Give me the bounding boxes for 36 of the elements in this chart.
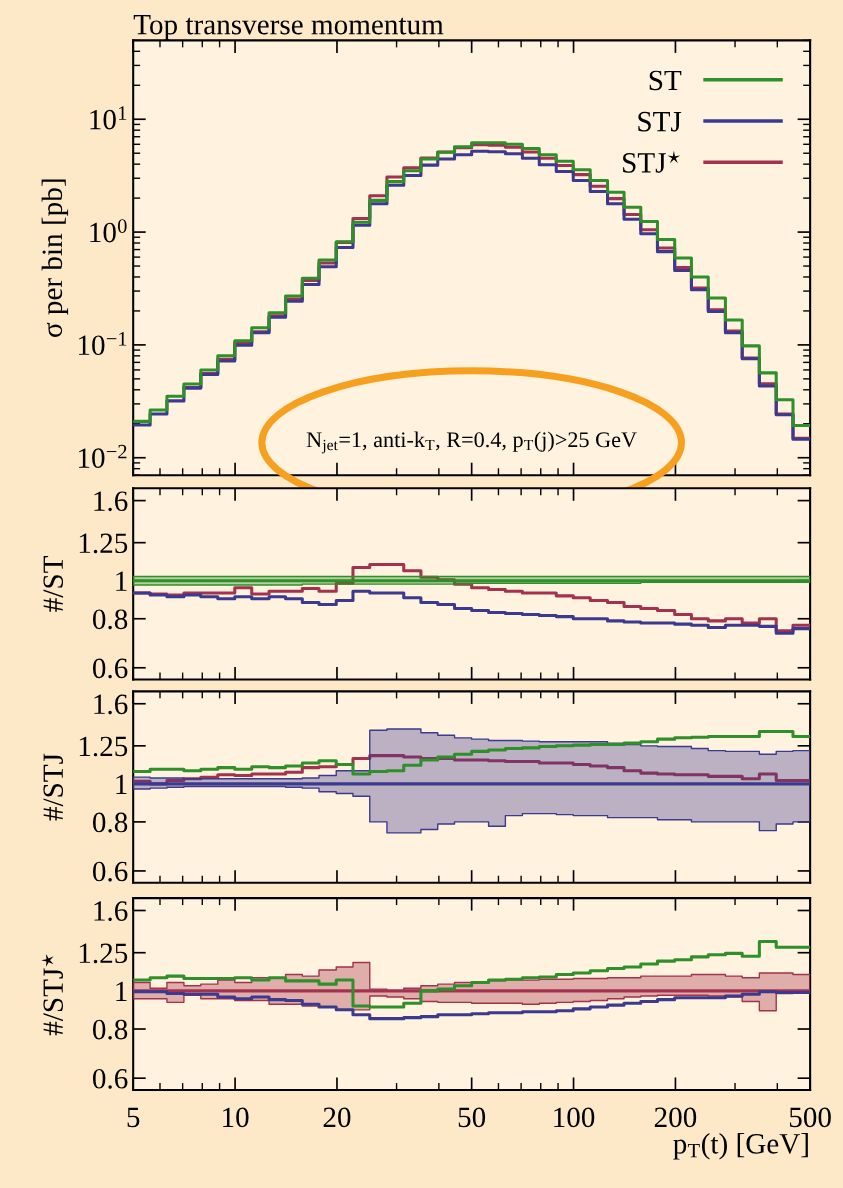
y-tick-label: 0.6 bbox=[92, 1068, 128, 1089]
y-tick-label: 0.6 bbox=[92, 861, 128, 882]
y-tick-label: 1 bbox=[116, 774, 127, 794]
x-tick-label: 50 bbox=[458, 1107, 486, 1128]
y-tick-label: 0.6 bbox=[92, 658, 128, 679]
y-tick-label: 10$^{−2}$ bbox=[78, 444, 127, 468]
legend-label: STJ bbox=[638, 111, 682, 132]
y-tick-label: 1 bbox=[116, 981, 127, 1001]
x-tick-label: 200 bbox=[654, 1107, 697, 1128]
x-tick-label: 10 bbox=[223, 1107, 249, 1128]
y-tick-label: 1.6 bbox=[94, 694, 128, 715]
x-tick-label: 100 bbox=[554, 1107, 595, 1128]
y-tick-label: 10$^{0}$ bbox=[90, 219, 127, 243]
legend-label: STJ$^{⋆}$ bbox=[623, 150, 681, 173]
y-tick-label: 10$^{1}$ bbox=[90, 106, 127, 130]
chart-title: Top transverse momentum bbox=[133, 15, 444, 41]
y-axis-title: #/STJ bbox=[43, 753, 64, 821]
x-tick-label: 20 bbox=[323, 1107, 351, 1128]
y-tick-label: 1.25 bbox=[79, 736, 128, 757]
x-tick-label: 5 bbox=[127, 1107, 140, 1128]
annotation: N$_{jet}$=1, anti-k$_{T}$, R=0.4, p$_{T}$(j)>25 GeV bbox=[306, 431, 637, 454]
x-tick-label: 500 bbox=[789, 1107, 831, 1128]
y-tick-label: 1.6 bbox=[94, 491, 128, 512]
y-axis-title: σ per bin [pb] bbox=[41, 179, 69, 338]
y-tick-label: 10$^{−1}$ bbox=[78, 331, 127, 356]
y-tick-label: 1 bbox=[116, 571, 127, 591]
y-tick-label: 1.25 bbox=[79, 533, 128, 554]
x-axis-title: p$_{T}$(t) [GeV] bbox=[673, 1133, 808, 1160]
y-tick-label: 1.6 bbox=[94, 901, 128, 922]
y-tick-label: 1.25 bbox=[79, 943, 128, 964]
y-tick-label: 0.8 bbox=[92, 812, 128, 833]
y-tick-label: 0.8 bbox=[92, 609, 128, 630]
y-tick-label: 0.8 bbox=[92, 1019, 128, 1040]
legend-label: ST bbox=[649, 70, 682, 91]
y-axis-title: #/ST bbox=[43, 556, 64, 612]
y-axis-title: #/STJ$^{⋆}$ bbox=[41, 953, 64, 1036]
